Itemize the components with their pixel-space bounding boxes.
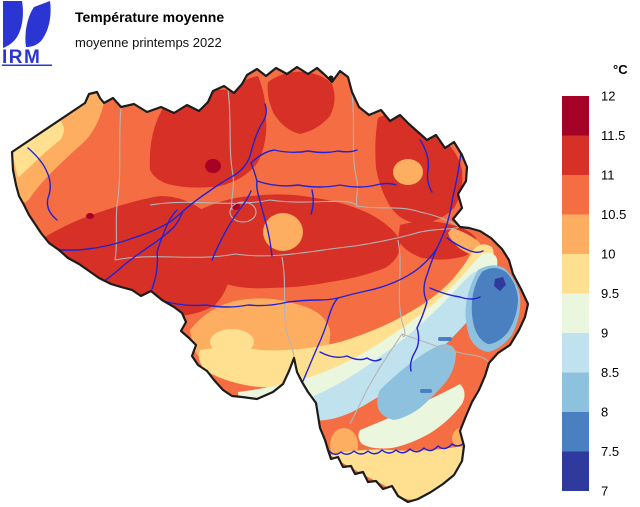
zone-center-11-5-12 xyxy=(232,202,240,210)
rivers xyxy=(27,103,484,455)
river-gete xyxy=(310,189,314,215)
river-semois xyxy=(328,440,467,455)
colorbar-segment xyxy=(562,214,589,254)
colorbar-segment xyxy=(562,254,589,294)
zone-botrange-7-7-5 xyxy=(494,277,506,291)
zone-coast-10-10-5 xyxy=(12,92,104,203)
colorbar-segment xyxy=(562,96,589,136)
river-sambre xyxy=(162,297,339,308)
river-yser xyxy=(27,147,58,221)
temperature-zones xyxy=(12,67,528,502)
colorbar-tick: 12 xyxy=(601,89,615,104)
irm-logo-icon xyxy=(3,1,51,48)
colorbar-tick: 8.5 xyxy=(601,365,619,380)
zone-kempen-10-10-5 xyxy=(393,159,423,185)
colorbar-unit-label: °C xyxy=(613,62,628,77)
zone-dash-7-5-8-b xyxy=(420,389,432,393)
zone-hesbaye-10-10-5 xyxy=(263,213,303,251)
river-ambleve xyxy=(429,287,481,300)
colorbar-tick: 7.5 xyxy=(601,444,619,459)
river-nete xyxy=(250,149,358,164)
zone-hautesfagnes-7-5-8 xyxy=(471,268,518,344)
colorbar-segment xyxy=(562,412,589,452)
river-lesse xyxy=(319,351,382,362)
colorbar-tick: 10.5 xyxy=(601,207,626,222)
zone-ardennes-8-5-9 xyxy=(300,270,491,421)
colorbar-segment xyxy=(562,175,589,215)
river-vesdre xyxy=(446,237,484,253)
colorbar-tick: 9.5 xyxy=(601,286,619,301)
irm-logo: IRM xyxy=(2,1,52,66)
river-ne-tributary xyxy=(419,139,433,193)
colorbar-segment xyxy=(562,451,589,491)
river-demer xyxy=(256,180,397,188)
header: Température moyenne moyenne printemps 20… xyxy=(75,10,224,49)
irm-logo-text: IRM xyxy=(2,47,41,66)
page-subtitle: moyenne printemps 2022 xyxy=(75,35,222,50)
colorbar-tick: 7 xyxy=(601,484,608,499)
zone-westflanders-11-5-12 xyxy=(86,213,94,219)
colorbar-tick: 10 xyxy=(601,247,615,262)
river-scheldt-lower xyxy=(182,103,267,212)
colorbar-tick: 11 xyxy=(601,168,615,183)
zone-semois-9-9-5 xyxy=(358,384,465,449)
colorbar-segment xyxy=(562,333,589,373)
river-ourthe xyxy=(409,247,438,372)
zone-spot-9-5-10 xyxy=(210,329,254,355)
irm-logo-underline xyxy=(2,64,52,66)
river-scheldt-upper xyxy=(95,210,184,288)
colorbar-tick-labels: 12 11.5 11 10.5 10 9.5 9 8.5 8 7.5 7 xyxy=(601,89,626,499)
province-borders xyxy=(114,89,490,425)
river-lys xyxy=(37,210,184,251)
river-dender xyxy=(151,209,178,290)
colorbar-segment xyxy=(562,293,589,333)
zone-dash-7-5-8-a xyxy=(438,337,452,341)
zone-bastogne-8-8-5 xyxy=(377,344,456,420)
colorbar-tick: 8 xyxy=(601,405,608,420)
river-senne xyxy=(211,190,252,261)
page-title: Température moyenne xyxy=(75,9,225,25)
baarle-hertog-enclave-dot xyxy=(328,75,334,81)
colorbar-swatches xyxy=(562,96,589,491)
zone-antwerp-11-11-5 xyxy=(267,71,335,134)
zone-brussels-11-5-12 xyxy=(205,159,221,173)
colorbar: °C 12 11.5 11 10.5 10 9.5 9 8.5 8 7.5 7 xyxy=(562,62,628,499)
colorbar-tick: 9 xyxy=(601,326,608,341)
belgium-border xyxy=(10,65,530,504)
colorbar-segment xyxy=(562,135,589,175)
colorbar-tick: 11.5 xyxy=(601,128,625,143)
river-meuse xyxy=(302,145,464,382)
zone-condroz-9-5-10 xyxy=(198,244,494,388)
zone-gaume-tip-9-5-10 xyxy=(330,446,466,500)
colorbar-segment xyxy=(562,372,589,412)
zone-coastwedge-9-5-10 xyxy=(12,120,64,178)
river-dyle xyxy=(250,162,273,257)
